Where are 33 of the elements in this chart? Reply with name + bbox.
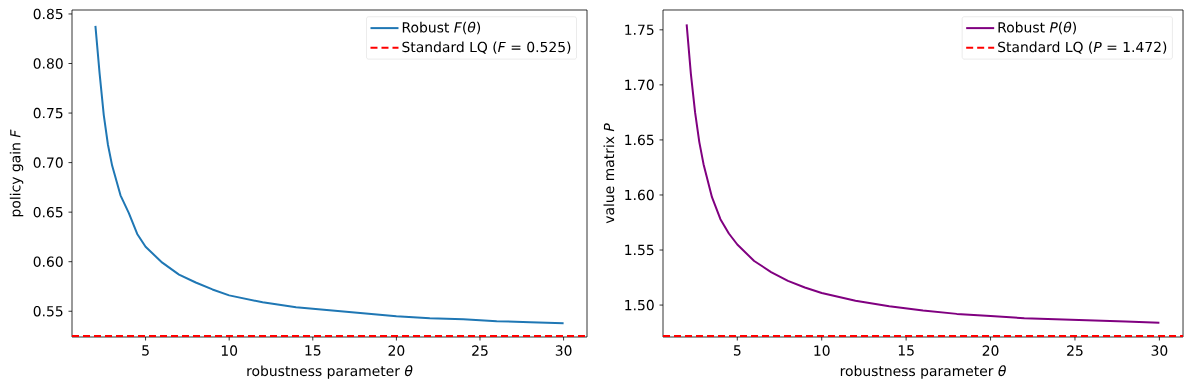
x-tick-label: 30 [555, 345, 572, 356]
x-tick-label: 15 [305, 345, 321, 356]
y-tick-label: 0.65 [33, 206, 63, 218]
y-tick-label: 1.50 [625, 299, 654, 311]
x-tick-label: 30 [1151, 345, 1168, 356]
x-axis-title: robustness parameter θ [247, 365, 413, 379]
y-tick-label: 1.75 [625, 24, 654, 35]
y-tick-label: 1.55 [625, 244, 654, 256]
y-tick-label: 1.65 [625, 134, 654, 146]
x-tick-label: 25 [472, 345, 488, 356]
y-axis-title: value matrix P [603, 123, 615, 224]
y-tick-label: 1.70 [625, 79, 654, 91]
y-tick-label: 0.75 [33, 107, 63, 119]
y-tick-label: 1.60 [625, 189, 654, 201]
x-axis-title: robustness parameter θ [840, 365, 1006, 379]
y-tick-label: 0.80 [33, 58, 63, 69]
legend-label: Robust F(θ) [402, 21, 481, 35]
legend-label: Standard LQ (F = 0.525) [402, 41, 571, 54]
x-tick-label: 15 [898, 345, 914, 356]
x-tick-label: 5 [142, 345, 149, 356]
y-tick-label: 0.60 [33, 256, 63, 267]
x-tick-label: 10 [814, 345, 830, 356]
y-axis-title: policy gain F [9, 129, 24, 217]
legend-label: Robust P(θ) [998, 21, 1076, 35]
x-tick-label: 10 [221, 345, 238, 356]
legend-label: Standard LQ (P = 1.472) [998, 41, 1167, 54]
y-tick-label: 0.55 [33, 305, 63, 317]
y-tick-label: 0.85 [33, 8, 63, 20]
x-tick-label: 5 [733, 345, 741, 356]
x-tick-label: 25 [1067, 345, 1083, 356]
y-tick-label: 0.70 [33, 157, 63, 168]
x-tick-label: 20 [982, 345, 999, 356]
x-tick-label: 20 [388, 345, 405, 356]
